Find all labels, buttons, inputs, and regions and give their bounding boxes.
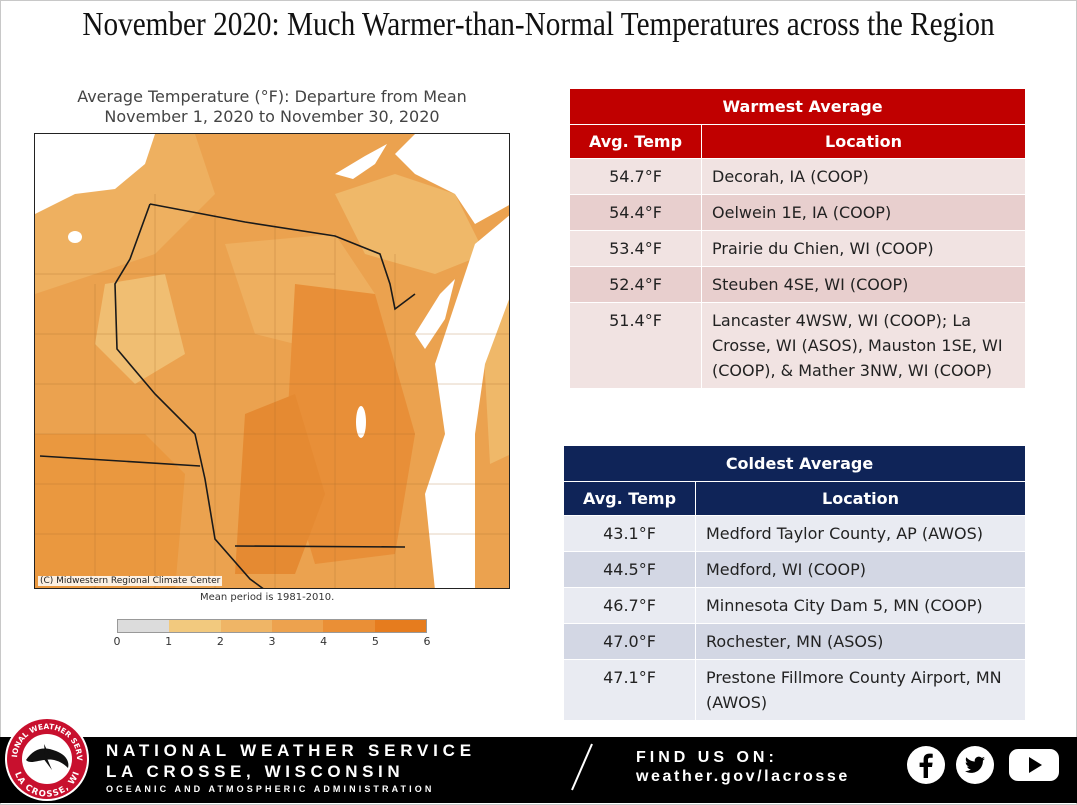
- map-title-line1: Average Temperature (°F): Departure from…: [77, 87, 467, 106]
- temp-cell: 54.4°F: [569, 194, 702, 231]
- table-row: 54.7°F Decorah, IA (COOP): [569, 158, 1026, 195]
- warmest-caption: Warmest Average: [569, 88, 1026, 125]
- location-cell: Oelwein 1E, IA (COOP): [701, 194, 1026, 231]
- legend-swatch: [323, 620, 375, 632]
- coldest-average-table: Coldest Average Avg. Temp Location 43.1°…: [563, 445, 1026, 721]
- legend-swatch: [374, 620, 426, 632]
- legend-tick: 6: [423, 635, 431, 648]
- map-credit: (C) Midwestern Regional Climate Center: [38, 576, 223, 586]
- legend-swatch: [220, 620, 272, 632]
- temp-cell: 46.7°F: [563, 587, 696, 624]
- map-color-legend: [117, 619, 427, 633]
- legend-swatch: [271, 620, 324, 632]
- location-cell: Medford, WI (COOP): [695, 551, 1026, 588]
- footer-bar: [0, 737, 1077, 803]
- temp-cell: 47.0°F: [563, 623, 696, 660]
- map-graphic: [35, 134, 509, 588]
- table-row: 47.1°F Prestone Fillmore County Airport,…: [563, 659, 1026, 721]
- legend-tick: 5: [371, 635, 379, 648]
- website-link[interactable]: weather.gov/lacrosse: [636, 768, 850, 785]
- legend-swatch: [169, 620, 221, 632]
- location-cell: Prairie du Chien, WI (COOP): [701, 230, 1026, 267]
- legend-tick: 2: [216, 635, 224, 648]
- find-us-label: FIND US ON:: [636, 749, 778, 766]
- mean-period-note: Mean period is 1981-2010.: [200, 592, 335, 603]
- coldest-caption: Coldest Average: [563, 445, 1026, 482]
- location-cell: Rochester, MN (ASOS): [695, 623, 1026, 660]
- org-name: NATIONAL WEATHER SERVICE: [106, 741, 476, 760]
- location-cell: Lancaster 4WSW, WI (COOP); La Crosse, WI…: [701, 302, 1026, 389]
- facebook-icon[interactable]: [906, 745, 946, 785]
- warmest-header-location: Location: [701, 124, 1026, 159]
- legend-tick: 4: [320, 635, 328, 648]
- location-cell: Steuben 4SE, WI (COOP): [701, 266, 1026, 303]
- table-row: 54.4°F Oelwein 1E, IA (COOP): [569, 194, 1026, 231]
- legend-tick-labels: 0 1 2 3 4 5 6: [113, 635, 431, 651]
- table-row: 46.7°F Minnesota City Dam 5, MN (COOP): [563, 587, 1026, 624]
- warmest-average-table: Warmest Average Avg. Temp Location 54.7°…: [569, 88, 1026, 389]
- temperature-departure-map: (C) Midwestern Regional Climate Center: [34, 133, 510, 589]
- org-subtitle: OCEANIC AND ATMOSPHERIC ADMINISTRATION: [106, 784, 435, 794]
- divider-slash: [571, 743, 593, 791]
- temp-cell: 53.4°F: [569, 230, 702, 267]
- page-title: November 2020: Much Warmer-than-Normal T…: [82, 6, 995, 43]
- coldest-header-temp: Avg. Temp: [563, 481, 696, 516]
- table-row: 53.4°F Prairie du Chien, WI (COOP): [569, 230, 1026, 267]
- nws-logo-icon: NATIONAL WEATHER SERVICE LA CROSSE, WI: [4, 716, 89, 801]
- legend-swatch: [118, 620, 170, 632]
- legend-tick: 1: [165, 635, 173, 648]
- map-title: Average Temperature (°F): Departure from…: [34, 87, 510, 127]
- coldest-header-location: Location: [695, 481, 1026, 516]
- temp-cell: 52.4°F: [569, 266, 702, 303]
- legend-tick: 0: [113, 635, 121, 648]
- temp-cell: 51.4°F: [569, 302, 702, 389]
- table-row: 47.0°F Rochester, MN (ASOS): [563, 623, 1026, 660]
- table-row: 52.4°F Steuben 4SE, WI (COOP): [569, 266, 1026, 303]
- legend-tick: 3: [268, 635, 276, 648]
- location-cell: Prestone Fillmore County Airport, MN (AW…: [695, 659, 1026, 721]
- location-cell: Decorah, IA (COOP): [701, 158, 1026, 195]
- location-cell: Minnesota City Dam 5, MN (COOP): [695, 587, 1026, 624]
- map-title-line2: November 1, 2020 to November 30, 2020: [104, 107, 440, 126]
- table-row: 43.1°F Medford Taylor County, AP (AWOS): [563, 515, 1026, 552]
- temp-cell: 54.7°F: [569, 158, 702, 195]
- youtube-icon[interactable]: [1007, 745, 1061, 785]
- temp-cell: 44.5°F: [563, 551, 696, 588]
- office-name: LA CROSSE, WISCONSIN: [106, 762, 405, 781]
- temp-cell: 47.1°F: [563, 659, 696, 721]
- location-cell: Medford Taylor County, AP (AWOS): [695, 515, 1026, 552]
- warmest-header-temp: Avg. Temp: [569, 124, 702, 159]
- twitter-icon[interactable]: [955, 745, 995, 785]
- table-row: 51.4°F Lancaster 4WSW, WI (COOP); La Cro…: [569, 302, 1026, 389]
- temp-cell: 43.1°F: [563, 515, 696, 552]
- table-row: 44.5°F Medford, WI (COOP): [563, 551, 1026, 588]
